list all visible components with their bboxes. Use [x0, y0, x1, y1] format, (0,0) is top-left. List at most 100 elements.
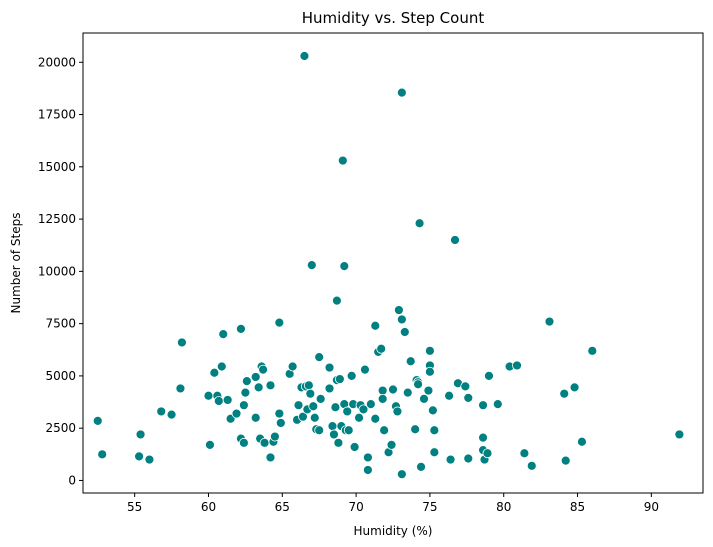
data-point [337, 155, 348, 166]
data-point [324, 362, 335, 373]
y-tick-label: 15000 [38, 160, 76, 174]
data-point [512, 360, 522, 371]
data-point [394, 305, 404, 315]
y-tick-label: 0 [68, 473, 76, 487]
data-point [376, 343, 387, 354]
data-point [218, 329, 229, 339]
x-tick-label: 60 [201, 500, 216, 514]
data-point [265, 452, 276, 463]
data-point [360, 364, 370, 375]
data-point [205, 440, 215, 450]
data-point [339, 261, 350, 272]
data-point [559, 388, 570, 399]
data-point [399, 327, 410, 337]
data-point [315, 394, 326, 404]
data-point [445, 454, 456, 465]
data-point [342, 406, 353, 417]
data-point [427, 405, 438, 416]
data-point [460, 381, 471, 392]
data-point [203, 390, 214, 401]
data-point [309, 412, 320, 423]
x-tick-label: 90 [644, 500, 659, 514]
data-point [97, 449, 108, 460]
data-point [365, 399, 376, 410]
y-axis-label: Number of Steps [9, 213, 23, 314]
data-point [484, 371, 494, 381]
data-point [419, 394, 429, 404]
data-point [492, 399, 503, 410]
data-point [349, 442, 360, 452]
data-point [270, 431, 280, 442]
data-point [410, 424, 421, 435]
data-point [166, 409, 177, 420]
data-point [299, 51, 310, 61]
data-point [250, 412, 261, 423]
data-point [329, 429, 339, 440]
data-point [425, 345, 435, 356]
data-point [231, 408, 242, 419]
data-point [333, 437, 344, 448]
data-point [386, 440, 397, 450]
y-tick-label: 10000 [38, 264, 76, 278]
data-point [239, 437, 249, 448]
data-point [258, 364, 268, 375]
data-point [330, 402, 341, 413]
data-point [175, 383, 186, 394]
plot-frame [82, 32, 704, 494]
x-axis: 55 60 65 70 75 80 85 90 [127, 493, 659, 514]
data-point [388, 384, 398, 395]
data-point [134, 451, 144, 462]
data-point [156, 406, 167, 417]
y-tick-label: 2500 [45, 421, 76, 435]
data-point [429, 447, 440, 458]
chart-title: Humidity vs. Step Count [302, 9, 485, 27]
data-point [519, 448, 530, 459]
data-point [363, 452, 373, 463]
x-tick-label: 75 [422, 500, 437, 514]
data-point [423, 385, 434, 396]
data-point [405, 356, 416, 367]
data-point [209, 367, 220, 378]
data-point [275, 418, 286, 428]
data-point [303, 380, 314, 391]
data-point [343, 425, 354, 436]
data-point [414, 218, 425, 229]
data-point [274, 408, 285, 419]
data-point [429, 425, 440, 436]
data-point [253, 382, 264, 393]
data-point [377, 385, 388, 396]
data-point [92, 415, 103, 426]
y-axis: 0 2500 5000 7500 10000 12500 15000 17500 20000 [38, 55, 83, 487]
data-point [396, 87, 407, 98]
data-point [314, 425, 325, 436]
data-point [413, 379, 423, 390]
data-point [478, 432, 488, 443]
x-axis-label: Humidity (%) [354, 524, 433, 538]
data-point [287, 361, 298, 372]
data-point [544, 316, 555, 327]
data-point [213, 396, 224, 406]
data-point [305, 388, 316, 399]
data-point [239, 400, 249, 411]
data-point [363, 465, 373, 475]
data-point [222, 395, 233, 405]
x-tick-label: 80 [496, 500, 511, 514]
data-point [324, 383, 335, 394]
data-point [674, 429, 685, 440]
x-tick-label: 65 [275, 500, 290, 514]
data-point [358, 404, 369, 415]
x-tick-label: 55 [127, 500, 142, 514]
data-point [370, 413, 381, 424]
data-point [216, 361, 227, 372]
data-point [478, 400, 488, 411]
x-tick-label: 70 [348, 500, 363, 514]
data-point [327, 421, 338, 431]
data-point [444, 390, 454, 401]
data-point [560, 455, 571, 466]
data-point [392, 406, 403, 417]
data-point [306, 260, 317, 270]
data-point [416, 461, 426, 472]
points-layer [92, 51, 685, 480]
data-point [236, 323, 246, 334]
